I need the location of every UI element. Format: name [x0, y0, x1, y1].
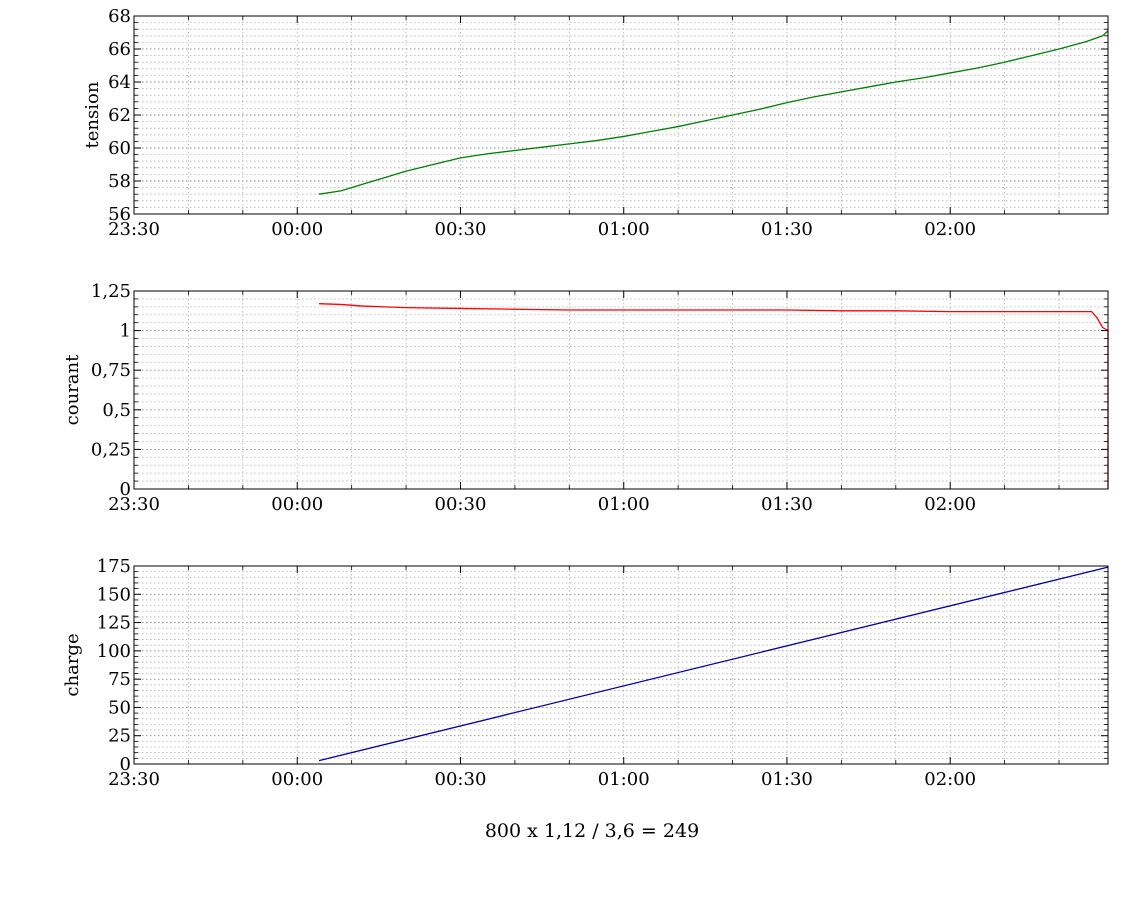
y-tick-label: 1	[120, 321, 131, 342]
y-tick-label: 0	[120, 754, 131, 775]
y-axis-label: courant	[62, 354, 83, 425]
x-tick-label: 00:00	[271, 769, 323, 790]
grid	[133, 290, 1108, 490]
y-tick-label: 100	[97, 641, 131, 662]
y-tick-label: 50	[108, 697, 131, 718]
y-tick-label: 175	[97, 556, 131, 577]
y-tick-label: 150	[97, 584, 131, 605]
x-tick-label: 00:30	[435, 219, 487, 240]
y-tick-label: 125	[97, 613, 131, 634]
x-tick-label: 02:00	[924, 769, 976, 790]
y-tick-label: 66	[108, 39, 131, 60]
x-tick-label: 00:00	[271, 494, 323, 515]
grid	[133, 15, 1108, 215]
x-tick-label: 00:00	[271, 219, 323, 240]
plot-frame	[133, 290, 1109, 490]
x-tick-label: 02:00	[924, 494, 976, 515]
y-tick-label: 0,5	[102, 400, 131, 421]
x-tick-label: 00:30	[435, 769, 487, 790]
y-tick-label: 56	[108, 204, 131, 225]
chart-panel-tension: 56 58 60 62 64 66 68 23:30 00:00 00:30 01:00 01:30 0…	[82, 6, 1109, 240]
y-tick-label: 60	[108, 138, 131, 159]
y-tick-label: 0,75	[91, 360, 131, 381]
x-tick-label: 01:00	[598, 494, 650, 515]
x-tick-label: 02:00	[924, 219, 976, 240]
x-tick-label: 01:30	[761, 769, 813, 790]
x-tick-label: 01:00	[598, 219, 650, 240]
plot-frame	[133, 15, 1109, 215]
y-tick-label: 58	[108, 171, 131, 192]
x-tick-label: 01:00	[598, 769, 650, 790]
series-line-courant	[318, 303, 1109, 489]
y-axis-label: tension	[82, 81, 103, 148]
grid	[133, 565, 1108, 765]
chart-panel-charge: 0 25 50 75 100 125 150 175 23:30 00:00 00:30 01:00 0…	[62, 556, 1109, 790]
x-tick-label: 00:30	[435, 494, 487, 515]
y-tick-label: 1,25	[91, 281, 131, 302]
y-tick-label: 0	[120, 479, 131, 500]
x-tick-label: 01:30	[761, 219, 813, 240]
series-line-tension	[318, 30, 1109, 195]
series-line-charge	[318, 566, 1109, 762]
caption-formula: 800 x 1,12 / 3,6 = 249	[484, 820, 700, 842]
y-tick-label: 0,25	[91, 439, 131, 460]
plot-frame	[133, 565, 1109, 765]
y-tick-label: 64	[108, 72, 131, 93]
y-axis-label: charge	[62, 633, 83, 696]
y-tick-label: 25	[108, 726, 131, 747]
y-tick-label: 75	[108, 669, 131, 690]
x-tick-label: 23:30	[108, 219, 160, 240]
x-tick-label: 23:30	[108, 494, 160, 515]
x-tick-label: 23:30	[108, 769, 160, 790]
chart-panel-courant: 0 0,25 0,5 0,75 1 1,25 23:30 00:00 00:30 01:00 01:…	[62, 281, 1109, 515]
x-tick-label: 01:30	[761, 494, 813, 515]
y-tick-label: 68	[108, 6, 131, 27]
y-tick-label: 62	[108, 105, 131, 126]
